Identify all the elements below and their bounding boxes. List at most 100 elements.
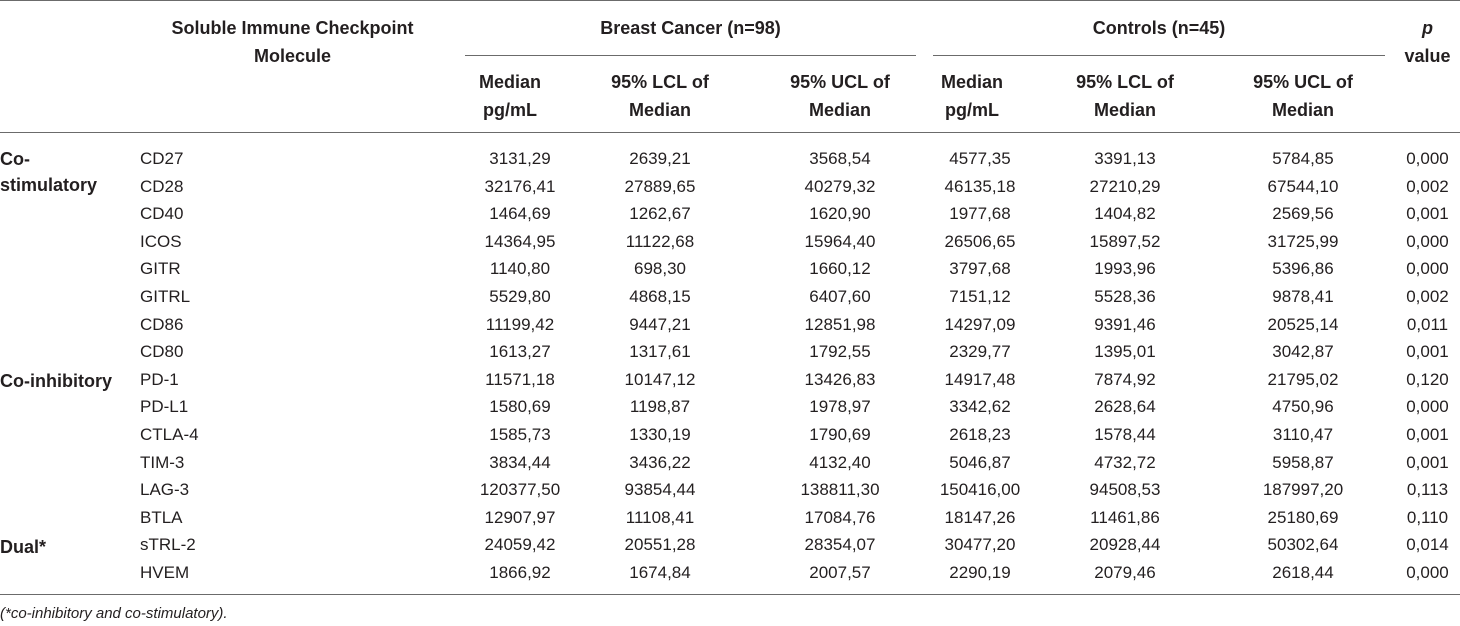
- c-ucl-cell: 25180,69: [1267, 507, 1339, 527]
- bc-ucl-cell: 1660,12: [809, 259, 871, 279]
- c-lcl-cell: 7874,92: [1094, 369, 1156, 389]
- c-ucl-cell: 67544,10: [1267, 176, 1339, 196]
- controls-group-rule: [933, 55, 1385, 56]
- bc-median-cell: 24059,42: [484, 535, 556, 555]
- p-value-cell: 0,000: [1406, 149, 1449, 168]
- p-value-cell: 0,000: [1406, 231, 1449, 251]
- bc-ucl-cell: 1978,97: [809, 397, 871, 417]
- table-row: GITRL 5529,80 4868,15 6407,60 7151,12 5528,36…: [0, 284, 1460, 311]
- c-lcl-cell: 5528,36: [1094, 287, 1156, 306]
- c-median-cell: 18147,26: [944, 507, 1016, 527]
- c-lcl-header: 95% LCL of Median: [1076, 72, 1174, 120]
- bc-ucl-cell: 3568,54: [809, 149, 871, 168]
- c-ucl-cell: 21795,02: [1267, 369, 1339, 389]
- c-lcl-cell: 27210,29: [1089, 176, 1161, 196]
- breast-cancer-header: Breast Cancer (n=98): [600, 18, 781, 38]
- c-median-cell: 2618,23: [949, 425, 1011, 444]
- bc-lcl-cell: 11108,41: [625, 507, 695, 527]
- bc-lcl-cell: 3436,22: [629, 452, 691, 472]
- bc-median-cell: 1585,73: [489, 425, 551, 444]
- bc-ucl-cell: 40279,32: [804, 176, 876, 196]
- table-row: BTLA 12907,97 11108,41 17084,76 18147,26 1146…: [0, 505, 1460, 532]
- controls-header: Controls (n=45): [1092, 18, 1226, 38]
- bc-ucl-cell: 4132,40: [809, 452, 871, 472]
- bc-median-header: Median pg/mL: [478, 72, 541, 120]
- c-median-cell: 5046,87: [949, 452, 1011, 472]
- bc-lcl-cell: 1674,84: [629, 563, 691, 582]
- c-lcl-cell: 9391,46: [1094, 314, 1156, 334]
- p-value-cell: 0,002: [1406, 176, 1449, 196]
- bc-median-cell: 12907,97: [484, 507, 556, 527]
- bc-ucl-cell: 2007,57: [809, 563, 871, 582]
- p-value-cell: 0,001: [1406, 452, 1449, 472]
- bc-ucl-cell: 1792,55: [809, 342, 871, 362]
- bc-median-cell: 1140,80: [489, 259, 551, 279]
- c-lcl-cell: 94508,53: [1089, 480, 1161, 500]
- c-median-cell: 14297,09: [944, 314, 1016, 334]
- molecule-cell: GITRL: [140, 287, 191, 306]
- c-median-cell: 4577,35: [949, 149, 1011, 168]
- breast-cancer-group-rule: [465, 55, 916, 56]
- molecule-cell: LAG-3: [140, 480, 190, 500]
- top-rule: [0, 0, 1460, 1]
- footnote: (*co-inhibitory and co-stimulatory).: [0, 605, 228, 622]
- c-ucl-header: 95% UCL of Median: [1253, 72, 1353, 120]
- bc-ucl-header: 95% UCL of Median: [790, 72, 890, 120]
- p-value-cell: 0,001: [1406, 425, 1449, 444]
- p-value-cell: 0,120: [1406, 369, 1449, 389]
- table-row: CTLA-4 1585,73 1330,19 1790,69 2618,23 1578,4…: [0, 422, 1460, 449]
- molecule-cell: CD27: [140, 149, 184, 168]
- bc-ucl-cell: 1620,90: [809, 204, 871, 224]
- p-value-cell: 0,014: [1406, 535, 1449, 555]
- category-co-stimulatory: Co-stimulatory: [0, 149, 98, 195]
- p-value-cell: 0,001: [1406, 204, 1449, 224]
- molecule-cell: GITR: [140, 259, 181, 279]
- p-header: p: [1422, 18, 1433, 38]
- c-ucl-cell: 5784,85: [1272, 149, 1334, 168]
- table-row: CD28 32176,41 27889,65 40279,32 46135,18 2721…: [0, 174, 1460, 201]
- bc-lcl-cell: 20551,28: [624, 535, 696, 555]
- bc-lcl-cell: 9447,21: [629, 314, 691, 334]
- bc-lcl-cell: 4868,15: [629, 287, 691, 306]
- p-value-cell: 0,113: [1406, 480, 1449, 500]
- table-row: ICOS 14364,95 11122,68 15964,40 26506,65 1589…: [0, 229, 1460, 256]
- c-lcl-cell: 15897,52: [1089, 231, 1161, 251]
- bc-ucl-cell: 15964,40: [804, 231, 876, 251]
- c-lcl-cell: 1395,01: [1094, 342, 1156, 362]
- table-row: GITR 1140,80 698,30 1660,12 3797,68 1993,96 53…: [0, 256, 1460, 283]
- bc-ucl-cell: 28354,07: [804, 535, 876, 555]
- bc-median-cell: 11199,42: [485, 314, 555, 334]
- c-lcl-cell: 1993,96: [1094, 259, 1156, 279]
- table-row: sTRL-2 24059,42 20551,28 28354,07 30477,20 20…: [0, 532, 1460, 559]
- p-value-cell: 0,002: [1406, 287, 1449, 306]
- c-ucl-cell: 187997,20: [1262, 480, 1344, 500]
- c-median-cell: 30477,20: [944, 535, 1016, 555]
- c-median-cell: 150416,00: [939, 480, 1021, 500]
- c-lcl-cell: 11461,86: [1090, 507, 1160, 527]
- c-ucl-cell: 2618,44: [1272, 563, 1334, 582]
- bc-median-cell: 1866,92: [489, 563, 551, 582]
- table-bottom-rule: [0, 594, 1460, 595]
- p-value-cell: 0,110: [1406, 507, 1449, 527]
- bc-median-cell: 1613,27: [489, 342, 551, 362]
- molecule-cell: CD86: [140, 314, 184, 334]
- bc-lcl-header: 95% LCL of Median: [611, 72, 709, 120]
- p-value-cell: 0,000: [1406, 259, 1449, 279]
- c-lcl-cell: 3391,13: [1094, 149, 1156, 168]
- c-ucl-cell: 3110,47: [1272, 425, 1334, 444]
- c-ucl-cell: 5396,86: [1272, 259, 1334, 279]
- header-bottom-rule: [0, 132, 1460, 133]
- c-lcl-cell: 1404,82: [1094, 204, 1156, 224]
- molecule-cell: PD-L1: [140, 397, 189, 417]
- c-ucl-cell: 31725,99: [1267, 231, 1339, 251]
- bc-lcl-cell: 27889,65: [624, 176, 696, 196]
- molecule-cell: CD28: [140, 176, 184, 196]
- molecule-cell: TIM-3: [140, 452, 185, 472]
- p-value-cell: 0,000: [1406, 563, 1449, 582]
- c-lcl-cell: 4732,72: [1094, 452, 1156, 472]
- c-ucl-cell: 50302,64: [1267, 535, 1339, 555]
- c-lcl-cell: 2079,46: [1094, 563, 1156, 582]
- c-lcl-cell: 2628,64: [1094, 397, 1156, 417]
- bc-ucl-cell: 1790,69: [809, 425, 871, 444]
- bc-ucl-cell: 6407,60: [809, 287, 871, 306]
